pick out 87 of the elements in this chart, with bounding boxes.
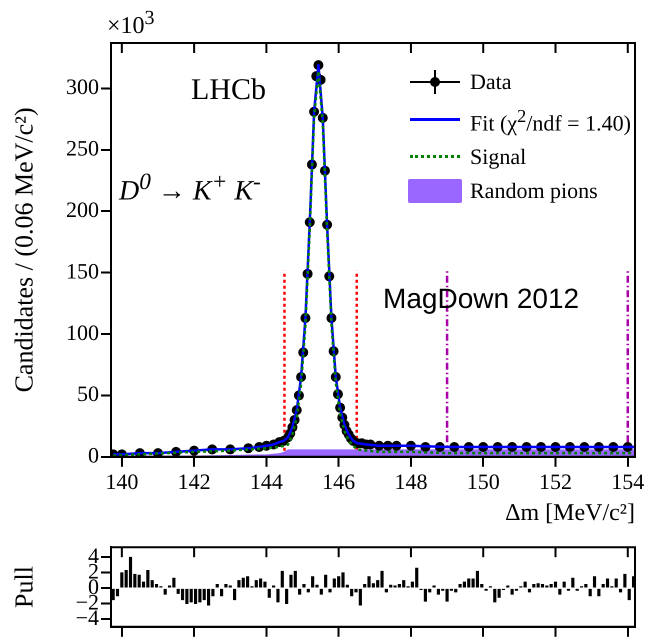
bar (554, 582, 558, 588)
bar (306, 588, 310, 592)
legend-label: Fit (χ$^{2}$/ndf = 1.40) (470, 105, 631, 138)
bar (337, 576, 340, 588)
y-axis-title: Pull (9, 566, 38, 608)
bar (623, 574, 626, 588)
bar (237, 580, 241, 588)
y-tick-label: 250 (66, 136, 99, 161)
bar (324, 574, 328, 588)
bar (389, 584, 392, 588)
bar (588, 588, 592, 596)
bar (190, 588, 193, 602)
bar (350, 588, 354, 596)
bar (302, 584, 306, 588)
bar (597, 588, 600, 596)
x-tick-label: 154 (611, 468, 644, 494)
x-tick-label: 142 (178, 468, 211, 494)
bar (628, 588, 631, 600)
bar (462, 582, 466, 588)
bar (216, 584, 219, 588)
x-axis-title: Δm [MeV/c²] (505, 500, 635, 526)
bar (206, 588, 210, 606)
legend-label: Random pions (470, 177, 598, 206)
bar (341, 572, 345, 588)
bar (606, 578, 610, 588)
x-tick-label: 152 (538, 468, 572, 494)
x-tick-label: 146 (322, 468, 356, 494)
bar (571, 578, 574, 588)
x-tick-label: 144 (250, 468, 283, 494)
bar (584, 584, 588, 588)
annotation: MagDown 2012 (383, 283, 580, 315)
bar (328, 588, 332, 592)
y-tick-label: 100 (66, 320, 99, 345)
bar (320, 588, 323, 595)
bar (540, 584, 544, 588)
bar (402, 580, 406, 588)
bar (263, 582, 267, 588)
annotation: LHCb (191, 73, 266, 107)
bar (220, 588, 224, 596)
bar (285, 588, 288, 604)
bar (476, 570, 480, 588)
y-tick-label: 50 (77, 381, 99, 406)
bar (164, 588, 167, 595)
bar (242, 578, 245, 588)
bar (384, 588, 388, 592)
bar (280, 570, 284, 588)
bar (528, 588, 532, 592)
y-tick-label: 300 (66, 74, 99, 100)
x-tick-label: 140 (105, 468, 138, 494)
bar (415, 568, 418, 588)
bar (116, 588, 120, 596)
bar (380, 570, 384, 588)
x-tick-label: 150 (466, 468, 500, 494)
bar (276, 588, 280, 602)
bar (358, 588, 362, 606)
bar (532, 584, 536, 588)
bar (562, 582, 566, 588)
bar (614, 578, 618, 588)
y-tick-label: 150 (66, 258, 99, 284)
bar (618, 588, 622, 592)
bar (233, 588, 236, 600)
bar (311, 576, 314, 588)
bar (454, 588, 458, 592)
bar (592, 576, 596, 588)
bar (194, 588, 198, 604)
legend-label: Signal (470, 143, 526, 172)
bar (367, 576, 371, 588)
bar (172, 578, 176, 588)
bar (154, 584, 158, 588)
bar (458, 584, 462, 588)
y-axis-title: Candidates / (0.06 MeV/c²) (9, 107, 38, 392)
bar (138, 574, 141, 588)
annotation: D$^{0}$ → K$^{+}$ K$^{-}$ (119, 169, 261, 208)
bar (493, 588, 496, 602)
text: ×10$^{3}$ (107, 7, 155, 40)
bar (467, 578, 470, 588)
y-tick-label: 200 (66, 197, 99, 222)
bar (268, 588, 271, 598)
bar (289, 574, 293, 588)
bar (332, 578, 336, 588)
bar (128, 556, 132, 588)
x-tick-label: 148 (394, 468, 428, 494)
bar (180, 588, 184, 600)
bar (254, 580, 258, 588)
legend-label: Data (470, 68, 512, 96)
y-tick-label: 0 (88, 442, 99, 468)
bar (294, 570, 297, 588)
